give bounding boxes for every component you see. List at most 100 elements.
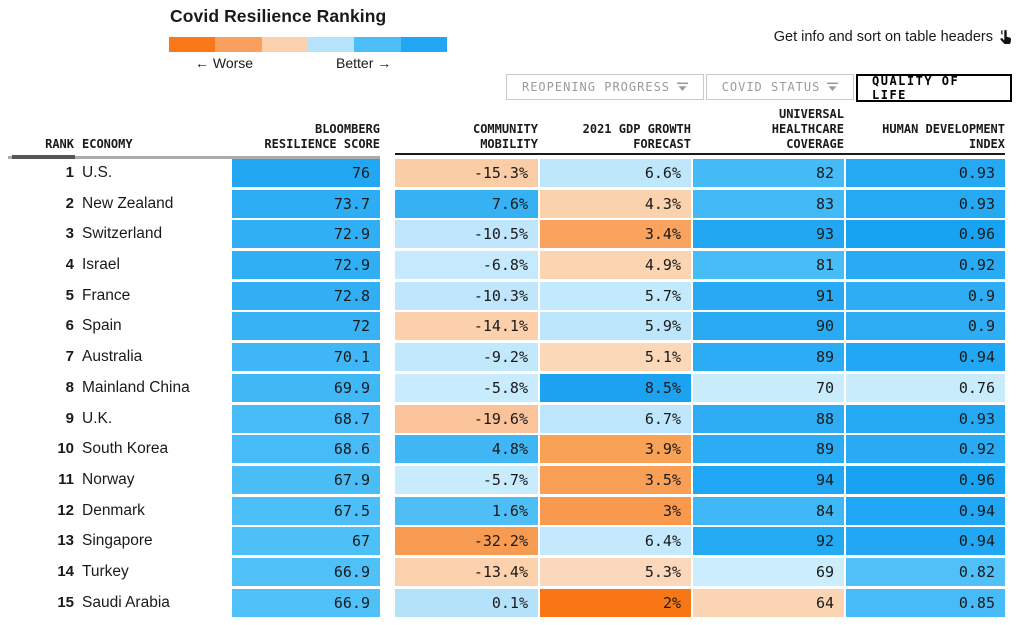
economy-cell: Norway [82,470,135,488]
rank-cell: 1 [65,164,74,181]
economy-cell: Switzerland [82,225,163,243]
score-cell: 72.9 [232,220,380,249]
mobility-cell: -13.4% [395,557,538,586]
healthcare-cell: 84 [693,496,844,525]
score-cell: 72 [232,312,380,341]
economy-cell: Spain [82,317,122,335]
mobility-cell: -5.8% [395,373,538,402]
rank-cell: 13 [57,532,74,550]
col-header-economy[interactable]: ECONOMY [82,137,133,151]
header-underline-right [395,153,1005,155]
mobility-cell: 0.1% [395,588,538,617]
table-header-row: RANK ECONOMY BLOOMBERG RESILIENCE SCORE … [0,107,1022,156]
table-row: 14 Turkey 66.9 -13.4% 5.3% 69 0.82 [0,557,1022,586]
healthcare-cell: 81 [693,251,844,280]
rank-cell: 12 [57,501,74,519]
table-row: 13 Singapore 67 -32.2% 6.4% 92 0.94 [0,527,1022,556]
economy-cell: Singapore [82,532,153,550]
filter-icon [827,82,839,92]
mobility-cell: -9.2% [395,343,538,372]
tap-hand-icon [999,29,1012,45]
economy-cell: Mainland China [82,378,190,396]
score-cell: 73.7 [232,189,380,218]
score-cell: 70.1 [232,343,380,372]
healthcare-cell: 83 [693,189,844,218]
healthcare-cell: 91 [693,281,844,310]
page-title: Covid Resilience Ranking [170,6,387,26]
rank-cell: 11 [58,470,74,488]
tab-reopening-progress[interactable]: REOPENING PROGRESS [506,74,704,100]
legend-better-label: Better → [336,55,392,71]
gdp-cell: 3.9% [540,435,691,464]
header-underline-left [8,156,380,159]
table-row: 7 Australia 70.1 -9.2% 5.1% 89 0.94 [0,343,1022,372]
legend-swatch [215,37,262,52]
economy-cell: U.K. [82,409,113,427]
filter-icon [677,82,689,92]
hdi-cell: 0.93 [846,404,1005,433]
tab-quality-of-life[interactable]: QUALITY OF LIFE [856,74,1012,102]
mobility-cell: -32.2% [395,527,538,556]
table-row: 9 U.K. 68.7 -19.6% 6.7% 88 0.93 [0,404,1022,433]
gdp-cell: 3% [540,496,691,525]
table-row: 12 Denmark 67.5 1.6% 3% 84 0.94 [0,496,1022,525]
gdp-cell: 6.6% [540,159,691,187]
rank-cell: 14 [57,562,74,580]
healthcare-cell: 92 [693,527,844,556]
score-cell: 68.6 [232,435,380,464]
healthcare-cell: 82 [693,159,844,187]
gdp-cell: 4.3% [540,189,691,218]
rank-cell: 6 [65,317,74,335]
healthcare-cell: 70 [693,373,844,402]
mobility-cell: -6.8% [395,251,538,280]
score-cell: 76 [232,159,380,187]
legend-worse-label: ← Worse [195,55,254,71]
healthcare-cell: 89 [693,435,844,464]
score-cell: 72.9 [232,251,380,280]
gdp-cell: 5.7% [540,281,691,310]
gdp-cell: 3.4% [540,220,691,249]
economy-cell: Australia [82,348,143,366]
table-row: 6 Spain 72 -14.1% 5.9% 90 0.9 [0,312,1022,341]
col-header-hdi[interactable]: HUMAN DEVELOPMENT INDEX [882,122,1005,151]
score-cell: 67.9 [232,465,380,494]
economy-cell: South Korea [82,440,169,458]
hdi-cell: 0.76 [846,373,1005,402]
economy-cell: New Zealand [82,194,174,212]
legend-swatch [169,37,216,52]
header-underline-rank [12,155,75,159]
col-header-rank[interactable]: RANK [45,137,74,151]
table-row: 8 Mainland China 69.9 -5.8% 8.5% 70 0.76 [0,373,1022,402]
table-row: 15 Saudi Arabia 66.9 0.1% 2% 64 0.85 [0,588,1022,617]
hdi-cell: 0.94 [846,343,1005,372]
col-header-gdp-forecast[interactable]: 2021 GDP GROWTH FORECAST [582,122,691,151]
info-hint-text: Get info and sort on table headers [773,29,993,45]
gdp-cell: 4.9% [540,251,691,280]
score-cell: 67 [232,527,380,556]
hdi-cell: 0.92 [846,251,1005,280]
mobility-cell: -19.6% [395,404,538,433]
rank-cell: 4 [65,256,74,274]
economy-cell: France [82,286,131,304]
gdp-cell: 5.3% [540,557,691,586]
healthcare-cell: 90 [693,312,844,341]
mobility-cell: 4.8% [395,435,538,464]
rank-cell: 8 [65,378,74,396]
col-header-healthcare-coverage[interactable]: UNIVERSAL HEALTHCARE COVERAGE [771,107,844,151]
mobility-cell: -10.3% [395,281,538,310]
gdp-cell: 5.9% [540,312,691,341]
healthcare-cell: 88 [693,404,844,433]
rank-cell: 10 [57,440,74,458]
economy-cell: Saudi Arabia [82,593,170,611]
rank-cell: 9 [65,409,74,427]
healthcare-cell: 64 [693,588,844,617]
table-row: 1 U.S. 76 -15.3% 6.6% 82 0.93 [0,159,1022,187]
col-header-resilience-score[interactable]: BLOOMBERG RESILIENCE SCORE [264,122,380,151]
hdi-cell: 0.96 [846,220,1005,249]
col-header-community-mobility[interactable]: COMMUNITY MOBILITY [472,122,538,151]
hdi-cell: 0.9 [846,312,1005,341]
tab-covid-status[interactable]: COVID STATUS [706,74,854,100]
table-row: 10 South Korea 68.6 4.8% 3.9% 89 0.92 [0,435,1022,464]
healthcare-cell: 93 [693,220,844,249]
gdp-cell: 6.7% [540,404,691,433]
